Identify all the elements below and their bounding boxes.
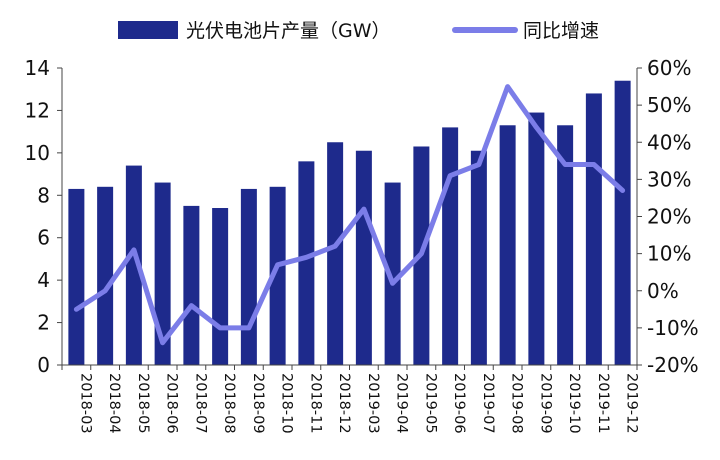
- legend: 光伏电池片产量（GW） 同比增速: [118, 20, 599, 42]
- x-axis-label-2019-04: 2019-04: [394, 373, 410, 434]
- bar-series: [68, 80, 631, 366]
- right-axis-tick-label: -20%: [647, 353, 699, 377]
- right-axis: -20% -10% 0% 10% 20% 30% 40% 50% 60%: [636, 56, 699, 377]
- right-axis-tick-label: 40%: [647, 130, 691, 154]
- x-axis-label-2019-06: 2019-06: [451, 373, 467, 434]
- x-axis-label-2019-12: 2019-12: [624, 373, 640, 434]
- left-axis-tick-label: 14: [25, 56, 50, 80]
- bar-2018-06: [154, 182, 171, 365]
- x-axis-label-2019-07: 2019-07: [480, 373, 496, 434]
- x-axis-label-2018-10: 2018-10: [279, 373, 295, 434]
- right-axis-tick-label: 50%: [647, 93, 691, 117]
- x-axis-label-2019-10: 2019-10: [566, 373, 582, 434]
- left-axis-tick-label: 4: [37, 268, 50, 292]
- bar-2018-08: [212, 208, 229, 365]
- bar-2018-09: [240, 188, 257, 365]
- x-axis-label-2018-05: 2018-05: [135, 373, 151, 434]
- bar-2019-08: [499, 125, 516, 366]
- left-axis: 0 2 4 6 8 10 12 14: [25, 56, 63, 377]
- x-axis-label-2019-08: 2019-08: [509, 373, 525, 434]
- left-axis-tick-label: 12: [25, 98, 50, 122]
- x-axis-label-2019-05: 2019-05: [422, 373, 438, 434]
- bar-2019-09: [528, 112, 545, 365]
- x-axis-label-2018-09: 2018-09: [250, 373, 266, 434]
- bar-2019-06: [442, 127, 459, 366]
- x-axis-label-2019-03: 2019-03: [365, 373, 381, 434]
- legend-swatch-production: [118, 21, 178, 39]
- x-axis-label-2018-12: 2018-12: [336, 373, 352, 434]
- left-axis-tick-label: 8: [37, 183, 50, 207]
- x-axis-label-2019-09: 2019-09: [537, 373, 553, 434]
- right-axis-tick-label: 0%: [647, 279, 679, 303]
- x-axis-label-2018-03: 2018-03: [77, 373, 93, 434]
- bar-2019-03: [355, 150, 372, 365]
- legend-label-production: 光伏电池片产量（GW）: [186, 20, 391, 42]
- bar-2019-10: [557, 125, 574, 366]
- x-axis-label-2019-11: 2019-11: [595, 373, 611, 434]
- yoy-growth-line: [73, 84, 626, 346]
- right-axis-tick-label: 10%: [647, 242, 691, 266]
- line-series: [73, 84, 626, 346]
- bar-2018-04: [97, 186, 114, 365]
- right-axis-tick-label: -10%: [647, 316, 699, 340]
- bar-2019-11: [585, 93, 602, 365]
- bar-2019-04: [384, 182, 401, 365]
- left-axis-tick-label: 10: [25, 141, 50, 165]
- bar-2018-12: [327, 142, 344, 365]
- x-axis-label-2018-07: 2018-07: [192, 373, 208, 434]
- bar-2018-11: [298, 161, 315, 365]
- x-axis-label-2018-04: 2018-04: [106, 373, 122, 434]
- bar-2018-07: [183, 205, 200, 365]
- x-axis: 2018-03 2018-04 2018-05 2018-06 2018-07 2018-…: [61, 364, 640, 434]
- left-axis-tick-label: 0: [37, 353, 50, 377]
- bar-2018-03: [68, 188, 85, 365]
- x-axis-label-2018-06: 2018-06: [164, 373, 180, 434]
- right-axis-tick-label: 60%: [647, 56, 691, 80]
- right-axis-tick-label: 30%: [647, 167, 691, 191]
- legend-label-yoy-growth: 同比增速: [523, 20, 599, 42]
- left-axis-tick-label: 2: [37, 311, 50, 335]
- left-axis-tick-label: 6: [37, 226, 50, 250]
- right-axis-tick-label: 20%: [647, 205, 691, 229]
- bar-2019-12: [614, 80, 631, 365]
- bar-2019-07: [470, 150, 487, 365]
- bar-2018-05: [125, 165, 142, 365]
- bar-2018-10: [269, 186, 286, 365]
- x-axis-label-2018-08: 2018-08: [221, 373, 237, 434]
- x-axis-label-2018-11: 2018-11: [307, 373, 323, 434]
